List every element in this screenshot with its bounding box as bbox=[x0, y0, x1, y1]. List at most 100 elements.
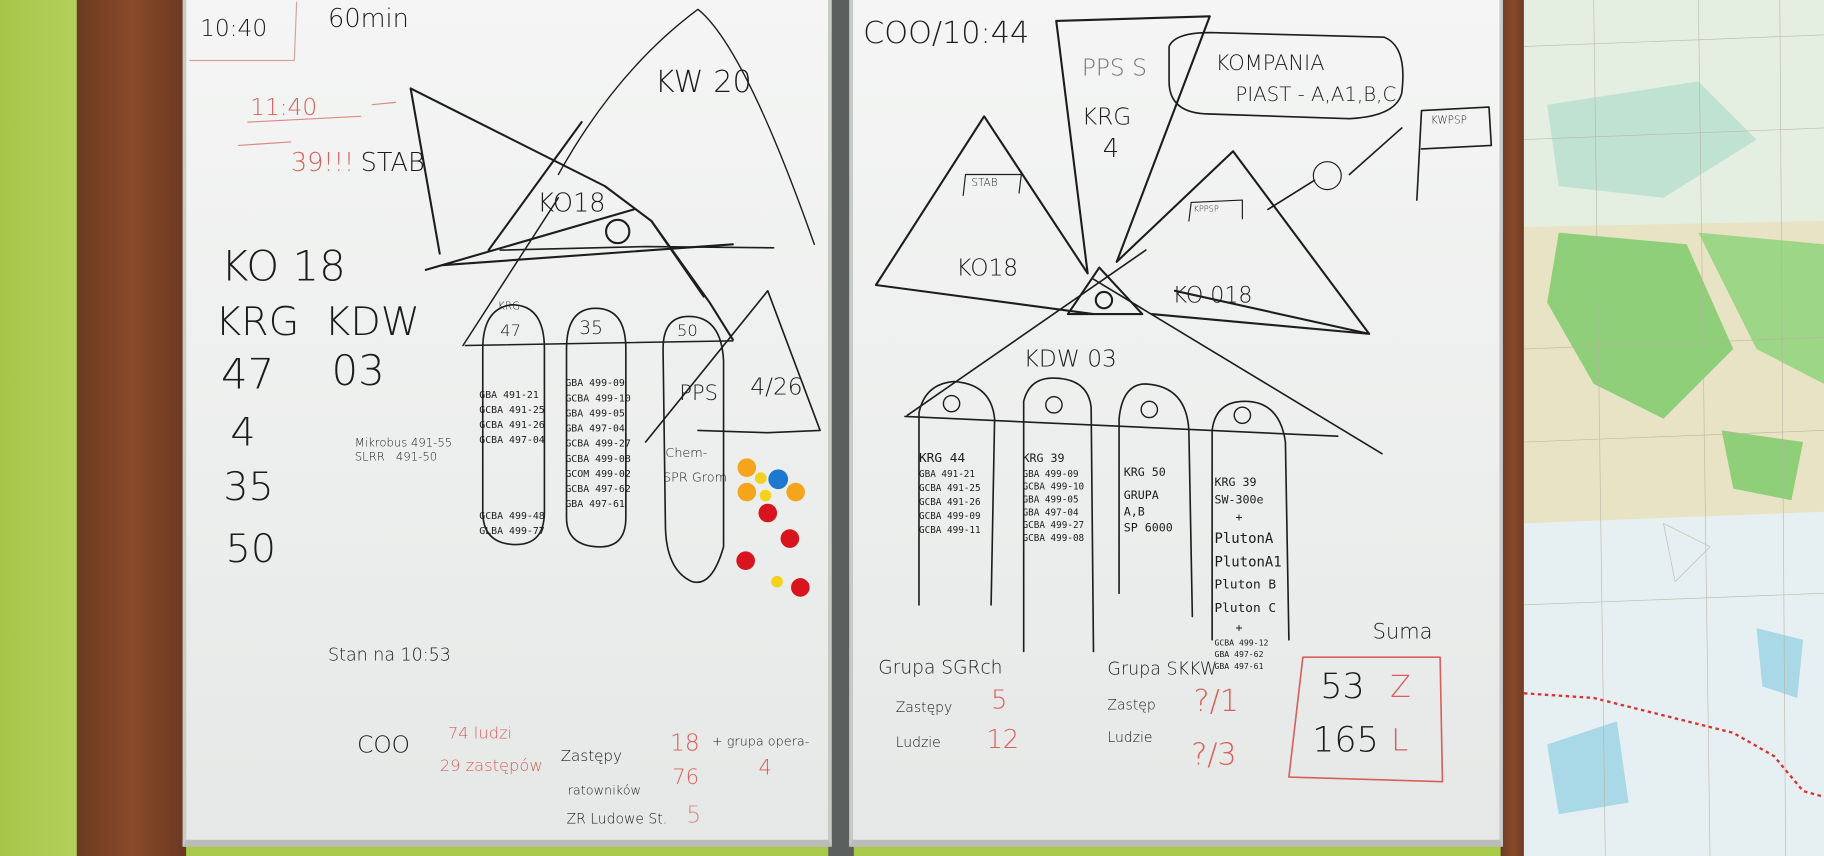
list-item: Pluton C bbox=[1214, 600, 1277, 616]
column-head: 35 bbox=[579, 316, 603, 339]
magnet-yellow-smiley[interactable] bbox=[771, 575, 783, 588]
list-item: GBA 491-21 bbox=[918, 468, 976, 480]
list-item: GBA 497-61 bbox=[1214, 661, 1264, 672]
list-item: GCBA 499-12 bbox=[1214, 638, 1269, 648]
mikrobus-note: Mikrobus 491-55 SLRR 491-50 bbox=[354, 437, 453, 465]
magnet-orange[interactable] bbox=[737, 482, 757, 502]
magnet-red[interactable] bbox=[736, 551, 755, 571]
list-item: KRG 50 bbox=[1123, 466, 1166, 480]
zr-label: ZR Ludowe St. bbox=[566, 810, 668, 828]
magnet-orange[interactable] bbox=[786, 482, 805, 502]
grupa-value: 4 bbox=[758, 756, 772, 781]
coo-label: COO bbox=[357, 730, 410, 759]
list-item: GBA 499-05 bbox=[1022, 494, 1079, 505]
list-item: GCBA 491-25 bbox=[918, 482, 981, 494]
summary-35: 35 bbox=[223, 464, 274, 511]
magnet-red[interactable] bbox=[780, 529, 800, 548]
list-item: GCBA 499-08 bbox=[565, 453, 631, 466]
whiteboard-right bbox=[849, 0, 1503, 847]
units-count: 29 zastępów bbox=[439, 757, 543, 776]
krg-kdw-summary: KRG KDW bbox=[215, 298, 420, 346]
wooden-frame-right bbox=[1500, 0, 1527, 856]
summary-4: 4 bbox=[230, 409, 256, 457]
sgrch-ludzie-value: 12 bbox=[986, 725, 1020, 755]
list-item: GCBA 491-26 bbox=[918, 496, 981, 508]
list-item: GCBA 499-48 bbox=[479, 510, 545, 523]
piast-label: PIAST - A,A1,B,C bbox=[1235, 83, 1397, 108]
list-item: PlutonA1 bbox=[1214, 553, 1282, 571]
list-item: Pluton B bbox=[1214, 576, 1277, 593]
magnet-blue[interactable] bbox=[768, 469, 789, 490]
list-item: GBA 499-09 bbox=[565, 378, 625, 390]
list-item: KRG 39 bbox=[1214, 476, 1257, 490]
list-item: GBA 497-04 bbox=[1022, 507, 1079, 518]
summary-47: 47 bbox=[221, 351, 275, 400]
kppsp-flag: KPPSP bbox=[1193, 204, 1219, 215]
start-time: 10:40 bbox=[200, 13, 268, 42]
kwpsp-flag: KWPSP bbox=[1430, 115, 1467, 127]
skkw-ludzie-label: Ludzie bbox=[1107, 729, 1153, 746]
suma-z-value: 53 bbox=[1320, 666, 1365, 708]
vehicle-list: GBA 491-21 GCBA 491-25 GCBA 491-26 GCBA 497… bbox=[479, 358, 544, 570]
column-head: 47 bbox=[500, 322, 521, 341]
fraction-label: 4/26 bbox=[750, 372, 803, 401]
kdw-label: KDW 03 bbox=[1023, 344, 1117, 373]
kompania-label: KOMPANIA bbox=[1215, 51, 1325, 76]
list-item: GCBA 497-04 bbox=[479, 435, 545, 447]
vehicle-list: GBA 499-09 GCBA 499-10 GBA 499-05 GBA 497-0… bbox=[565, 347, 630, 544]
vehicle-list: KRG 44 GBA 491-21 GCBA 491-25 GCBA 491-26 GC… bbox=[919, 421, 981, 565]
pps-label: PPS S bbox=[1081, 53, 1147, 82]
summary-50: 50 bbox=[225, 525, 277, 573]
list-item: GCBA 499-27 bbox=[1022, 519, 1085, 531]
sgrch-zastepy-label: Zastępy bbox=[895, 699, 953, 716]
list-item: GCBA 499-10 bbox=[565, 393, 631, 405]
magnet-red[interactable] bbox=[758, 503, 778, 523]
suma-label: Suma bbox=[1372, 620, 1433, 645]
magnet-red[interactable] bbox=[791, 578, 810, 597]
ko18-right-label: KO 018 bbox=[1172, 282, 1253, 309]
list-item: A,B bbox=[1123, 506, 1145, 519]
magnet-yellow-smiley[interactable] bbox=[754, 472, 767, 484]
list-item: GCBA 491-25 bbox=[479, 404, 545, 417]
green-wall bbox=[0, 0, 77, 856]
list-item: GCBA 491-26 bbox=[479, 419, 545, 432]
map-drawing bbox=[1523, 0, 1824, 856]
wall-map bbox=[1523, 0, 1824, 856]
red-note: 39!!! bbox=[290, 148, 355, 178]
ko18-left-label: KO18 bbox=[956, 253, 1019, 282]
pps-label: PPS bbox=[679, 381, 718, 406]
list-item: + bbox=[1214, 511, 1243, 525]
skkw-ludzie-value: ?/3 bbox=[1191, 737, 1237, 773]
vehicle-list: KRG 50 GRUPA A,B SP 6000 bbox=[1124, 433, 1173, 570]
list-item: GBA 499-09 bbox=[1022, 468, 1079, 480]
vehicle-list: KRG 39 SW-300e + PlutonA PlutonA1 Pluton B Pl… bbox=[1214, 440, 1281, 708]
stab-flag: STAB bbox=[971, 177, 998, 190]
magnet-orange[interactable] bbox=[737, 458, 757, 477]
suma-z-unit: Z bbox=[1390, 670, 1411, 705]
list-item: SP 6000 bbox=[1123, 522, 1173, 536]
list-item: GBA 497-04 bbox=[565, 423, 625, 436]
magnets bbox=[736, 458, 810, 597]
ko18-triangle-label: KO18 bbox=[537, 189, 606, 219]
sgrch-zastepy-value: 5 bbox=[991, 686, 1008, 716]
krg-small-label: KRG bbox=[497, 301, 521, 313]
magnet-yellow-smiley[interactable] bbox=[759, 489, 772, 502]
list-item: GCBA 499-11 bbox=[918, 524, 981, 536]
grupa-label: + grupa opera- bbox=[711, 734, 810, 750]
zastepy-value: 18 bbox=[670, 728, 700, 757]
list-item: GBA 499-05 bbox=[565, 408, 625, 420]
suma-l-unit: L bbox=[1391, 723, 1409, 759]
list-item: GCBA 497-62 bbox=[565, 483, 631, 496]
ko-summary: KO 18 bbox=[221, 243, 346, 291]
zastepy-label: Zastępy bbox=[560, 747, 622, 766]
wooden-frame-left bbox=[76, 0, 187, 856]
list-item: GLBA 499-77 bbox=[479, 525, 545, 538]
list-item: PlutonA bbox=[1214, 530, 1274, 547]
list-item: GCBA 499-09 bbox=[918, 510, 981, 522]
kw-label: KW 20 bbox=[654, 65, 752, 101]
skkw-title: Grupa SKKW bbox=[1107, 658, 1218, 680]
list-item: GCOM 499-02 bbox=[565, 468, 631, 481]
list-item: GRUPA bbox=[1123, 489, 1159, 503]
